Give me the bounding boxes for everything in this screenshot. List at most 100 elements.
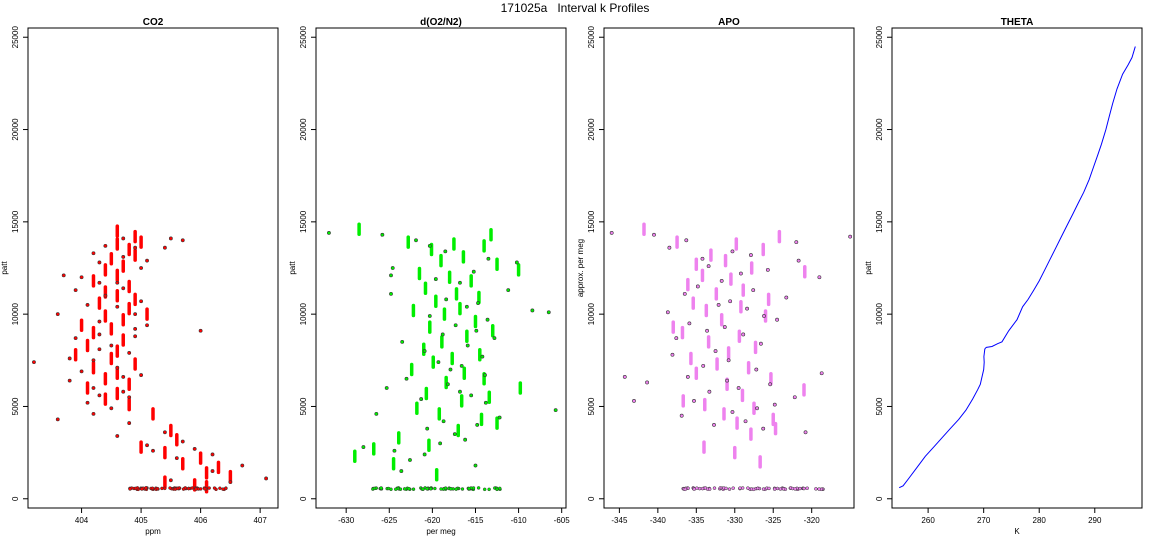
plot-frame bbox=[603, 27, 855, 509]
data-point bbox=[759, 341, 763, 346]
data-point bbox=[746, 486, 750, 490]
data-point bbox=[399, 469, 404, 473]
data-point bbox=[725, 378, 729, 383]
data-point bbox=[751, 288, 756, 293]
data-point bbox=[168, 236, 173, 241]
x-tick-label: 260 bbox=[921, 516, 935, 525]
data-point bbox=[445, 382, 450, 387]
data-point bbox=[91, 386, 96, 390]
data-point bbox=[422, 349, 427, 353]
data-point bbox=[475, 423, 480, 427]
data-point bbox=[781, 487, 786, 491]
x-tick-label: -615 bbox=[467, 516, 484, 525]
data-point bbox=[425, 487, 429, 491]
data-point bbox=[546, 310, 551, 315]
data-point bbox=[700, 486, 705, 491]
data-point bbox=[440, 332, 445, 337]
data-point bbox=[767, 486, 771, 491]
x-tick-label: -620 bbox=[424, 516, 441, 525]
data-point bbox=[480, 354, 485, 359]
data-point bbox=[705, 328, 709, 333]
data-point bbox=[433, 277, 438, 281]
data-point bbox=[414, 238, 418, 243]
data-point bbox=[775, 317, 779, 322]
data-point bbox=[798, 486, 802, 491]
y-tick-label: 15000 bbox=[587, 210, 596, 233]
data-point bbox=[198, 487, 203, 491]
x-tick-label: -330 bbox=[727, 516, 744, 525]
data-point bbox=[32, 360, 36, 365]
data-point bbox=[739, 271, 743, 276]
data-point bbox=[393, 487, 398, 491]
data-point bbox=[483, 373, 487, 377]
data-point bbox=[697, 486, 702, 491]
data-point bbox=[459, 363, 464, 368]
x-tick-label: -610 bbox=[511, 516, 528, 525]
data-point bbox=[115, 280, 120, 285]
data-point bbox=[374, 411, 379, 416]
data-point bbox=[97, 319, 102, 324]
data-point bbox=[439, 487, 443, 491]
data-point bbox=[421, 487, 425, 491]
data-point bbox=[741, 332, 746, 337]
panel-title: APO bbox=[718, 17, 740, 28]
data-point bbox=[738, 486, 742, 490]
data-point bbox=[473, 463, 478, 468]
data-point bbox=[433, 486, 437, 491]
data-point bbox=[449, 487, 453, 491]
data-point bbox=[133, 327, 138, 331]
x-axis-label: K bbox=[1014, 527, 1020, 536]
panel-title: d(O2/N2) bbox=[420, 17, 462, 28]
data-point bbox=[115, 304, 120, 309]
data-point bbox=[458, 280, 462, 285]
data-point bbox=[443, 486, 448, 490]
x-tick-label: -605 bbox=[554, 516, 571, 525]
data-point bbox=[389, 291, 393, 296]
data-point bbox=[485, 317, 490, 322]
data-point bbox=[115, 365, 120, 370]
y-tick-label: 5000 bbox=[587, 397, 596, 415]
data-point bbox=[453, 323, 458, 328]
x-tick-label: -345 bbox=[611, 516, 628, 525]
data-point bbox=[212, 486, 217, 490]
data-point bbox=[467, 486, 471, 491]
data-point bbox=[168, 478, 173, 483]
data-point bbox=[778, 487, 783, 491]
data-point bbox=[731, 486, 735, 490]
data-point bbox=[682, 291, 687, 296]
data-point bbox=[103, 293, 108, 298]
data-point bbox=[667, 245, 672, 250]
data-layer bbox=[898, 46, 1136, 489]
data-point bbox=[755, 486, 760, 491]
data-point bbox=[128, 487, 132, 491]
y-tick-label: 20000 bbox=[11, 118, 20, 141]
x-tick-label: -630 bbox=[338, 516, 355, 525]
data-point bbox=[73, 288, 78, 293]
data-point bbox=[327, 231, 331, 235]
data-point bbox=[796, 258, 801, 263]
y-tick-label: 10000 bbox=[11, 302, 20, 325]
data-point bbox=[476, 486, 481, 490]
data-point bbox=[97, 393, 102, 398]
data-point bbox=[380, 232, 385, 237]
data-point bbox=[361, 445, 366, 449]
data-point bbox=[91, 251, 96, 256]
data-point bbox=[428, 487, 433, 491]
data-point bbox=[192, 447, 197, 451]
data-point bbox=[436, 360, 441, 365]
data-point bbox=[754, 367, 759, 372]
data-point bbox=[794, 240, 799, 245]
data-point bbox=[482, 487, 487, 492]
data-point bbox=[444, 297, 449, 302]
x-tick-label: 270 bbox=[977, 516, 991, 525]
data-point bbox=[264, 476, 268, 481]
data-point bbox=[819, 371, 824, 376]
data-point bbox=[240, 463, 245, 468]
data-point bbox=[848, 234, 853, 239]
data-layer bbox=[609, 222, 853, 492]
data-point bbox=[221, 487, 225, 491]
data-point bbox=[133, 312, 138, 317]
data-point bbox=[207, 486, 211, 490]
data-point bbox=[151, 448, 155, 453]
data-point bbox=[384, 386, 389, 390]
